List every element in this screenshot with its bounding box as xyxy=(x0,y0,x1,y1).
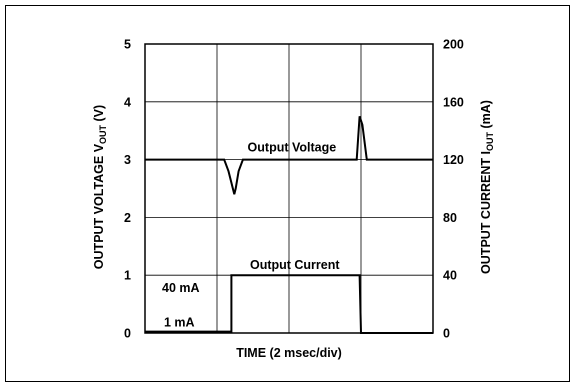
left-tick-label: 5 xyxy=(124,38,131,52)
left-tick-label: 2 xyxy=(124,211,131,225)
annotations: 40 mA 1 mA xyxy=(162,281,200,329)
left-axis-label: OUTPUT VOLTAGE VOUT (V) xyxy=(92,105,108,269)
left-tick-label: 0 xyxy=(124,327,131,341)
left-tick-label: 4 xyxy=(124,95,131,109)
left-tick-label: 3 xyxy=(124,153,131,167)
annotation-1ma: 1 mA xyxy=(164,316,195,330)
output-current-label: Output Current xyxy=(250,258,340,272)
annotation-40ma: 40 mA xyxy=(162,281,200,295)
plot-frame xyxy=(144,43,434,334)
right-tick-label: 200 xyxy=(443,38,464,52)
right-tick-label: 0 xyxy=(443,327,450,341)
right-axis-label: OUTPUT CURRENT IOUT (mA) xyxy=(479,100,495,274)
right-tick-label: 160 xyxy=(443,95,464,109)
left-axis-ticks: 0 1 2 3 4 5 xyxy=(124,38,131,341)
right-axis-ticks: 0 40 80 120 160 200 xyxy=(443,38,464,341)
output-voltage-line xyxy=(145,115,433,195)
right-tick-label: 40 xyxy=(443,269,457,283)
output-current-line xyxy=(145,274,433,334)
series-layer xyxy=(145,115,433,334)
figure-border xyxy=(5,5,570,382)
left-tick-label: 1 xyxy=(124,269,131,283)
right-tick-label: 80 xyxy=(443,211,457,225)
series-labels: Output Voltage Output Current xyxy=(248,141,341,273)
right-tick-label: 120 xyxy=(443,153,464,167)
x-axis-label: TIME (2 msec/div) xyxy=(236,346,342,360)
output-voltage-label: Output Voltage xyxy=(248,141,337,155)
